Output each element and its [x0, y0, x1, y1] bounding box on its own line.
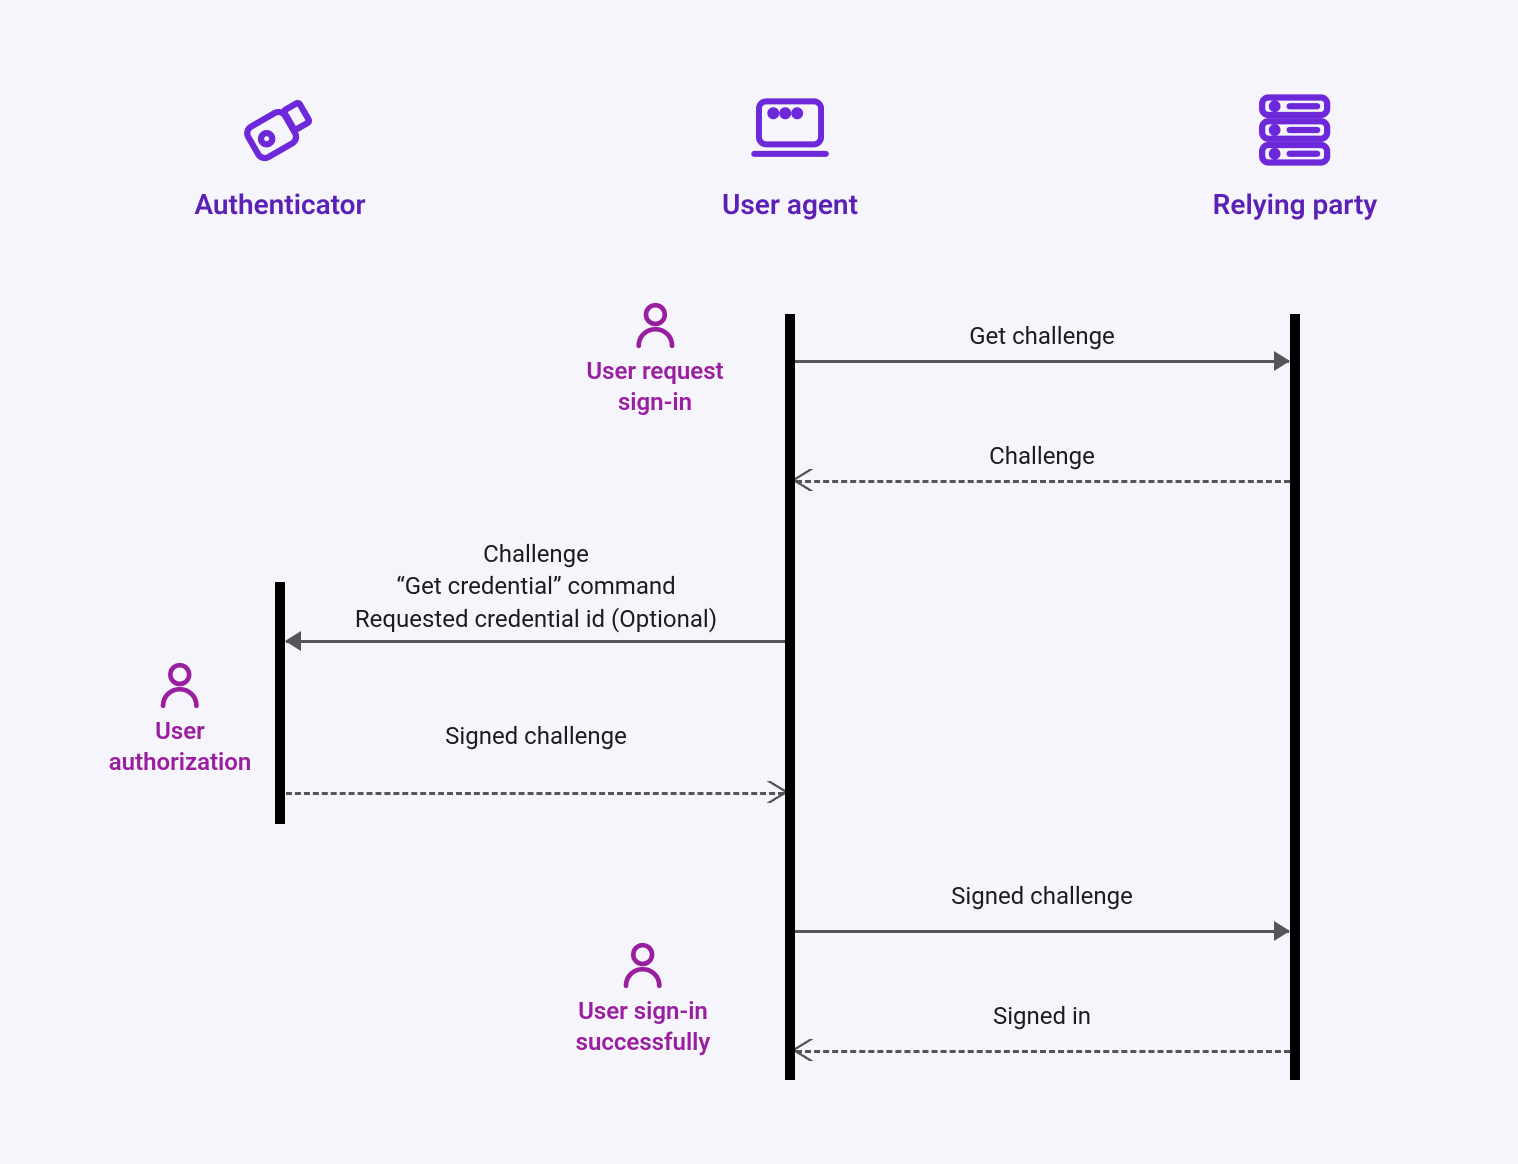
- arrow-label-challenge-back: Challenge: [989, 440, 1095, 472]
- server-stack-icon: [1254, 90, 1336, 170]
- browser-window-icon: [747, 90, 833, 170]
- arrow-label-signed-in: Signed in: [993, 1000, 1091, 1032]
- lane-title-relying-party: Relying party: [1213, 188, 1378, 221]
- lifeline-relying-party: [1290, 314, 1300, 1080]
- lane-header-authenticator: Authenticator: [194, 90, 365, 221]
- user-event-label: User sign-insuccessfully: [576, 996, 711, 1058]
- user-event-label: User requestsign-in: [586, 356, 723, 418]
- lane-header-relying-party: Relying party: [1213, 90, 1378, 221]
- user-event-label: Userauthorization: [109, 716, 252, 778]
- lane-title-user-agent: User agent: [722, 188, 858, 221]
- lifeline-user-agent: [785, 314, 795, 1080]
- arrow-label-get-challenge: Get challenge: [969, 320, 1115, 352]
- arrow-label-get-credential: Challenge “Get credential” command Reque…: [355, 538, 717, 635]
- lane-header-user-agent: User agent: [722, 90, 858, 221]
- person-icon: [630, 300, 680, 350]
- lane-title-authenticator: Authenticator: [194, 188, 365, 221]
- person-icon: [618, 940, 668, 990]
- person-icon: [155, 660, 205, 710]
- arrow-label-signed-challenge-1: Signed challenge: [445, 720, 627, 752]
- user-event-request-signin: User requestsign-in: [586, 300, 723, 418]
- lifeline-authenticator: [275, 582, 285, 824]
- arrow-label-signed-challenge-2: Signed challenge: [951, 880, 1133, 912]
- user-event-signin-success: User sign-insuccessfully: [576, 940, 711, 1058]
- usb-key-icon: [240, 90, 320, 170]
- user-event-authorization: Userauthorization: [109, 660, 252, 778]
